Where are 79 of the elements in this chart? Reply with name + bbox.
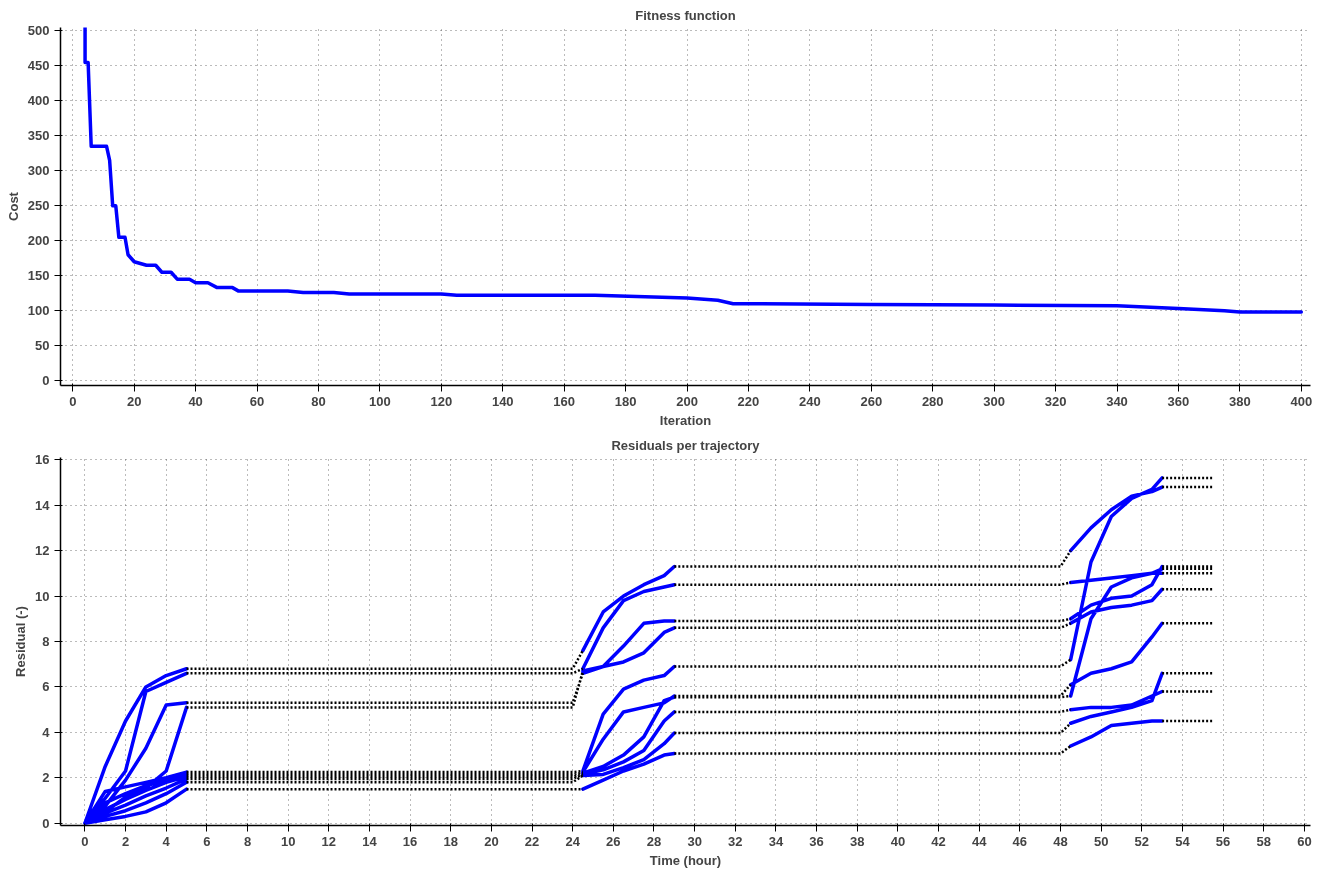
x-tick-label: 100 [369, 393, 391, 409]
x-tick-label: 40 [188, 393, 203, 409]
y-tick-label: 4 [42, 724, 51, 740]
x-tick-label: 10 [280, 833, 296, 849]
x-tick-label: 58 [1256, 833, 1271, 849]
x-tick-label: 0 [69, 393, 77, 409]
y-tick-label: 16 [35, 452, 50, 468]
x-tick-label: 14 [362, 833, 378, 849]
y-tick-label: 450 [27, 58, 50, 74]
x-tick-label: 8 [243, 833, 252, 849]
x-tick-label: 380 [1229, 393, 1251, 409]
y-tick-label: 400 [27, 93, 50, 109]
x-tick-label: 220 [737, 393, 760, 409]
x-tick-label: 240 [799, 393, 821, 409]
x-tick-label: 34 [768, 833, 784, 849]
chart-title: Residuals per trajectory [611, 437, 761, 453]
y-tick-label: 0 [42, 373, 50, 389]
x-tick-label: 200 [676, 393, 698, 409]
x-tick-label: 120 [430, 393, 453, 409]
x-tick-label: 12 [321, 833, 337, 849]
y-tick-label: 150 [27, 268, 50, 284]
x-tick-label: 54 [1175, 833, 1191, 849]
x-axis-title: Iteration [659, 412, 712, 428]
y-tick-label: 200 [27, 233, 50, 249]
x-axis-title: Time (hour) [649, 852, 722, 868]
y-tick-label: 14 [35, 497, 51, 513]
x-tick-label: 16 [402, 833, 418, 849]
y-tick-label: 6 [42, 679, 50, 695]
y-tick-label: 500 [27, 23, 50, 39]
x-tick-label: 40 [890, 833, 906, 849]
x-tick-label: 2 [121, 833, 130, 849]
x-tick-label: 56 [1215, 833, 1231, 849]
x-tick-label: 20 [126, 393, 142, 409]
x-tick-label: 28 [646, 833, 662, 849]
y-axis-title: Residual (-) [13, 606, 29, 677]
y-tick-label: 250 [27, 198, 50, 214]
x-tick-label: 6 [203, 833, 211, 849]
x-tick-label: 280 [921, 393, 944, 409]
x-tick-label: 340 [1106, 393, 1128, 409]
x-tick-label: 46 [1012, 833, 1028, 849]
y-tick-label: 0 [42, 815, 50, 831]
x-tick-label: 320 [1044, 393, 1067, 409]
x-tick-label: 80 [311, 393, 326, 409]
x-tick-label: 30 [687, 833, 702, 849]
y-tick-label: 50 [35, 338, 50, 354]
x-tick-label: 140 [491, 393, 514, 409]
x-tick-label: 160 [553, 393, 576, 409]
y-tick-label: 100 [27, 303, 50, 319]
x-tick-label: 44 [971, 833, 988, 849]
y-tick-label: 10 [35, 588, 50, 604]
chart-title: Fitness function [635, 7, 736, 23]
x-tick-label: 60 [1297, 833, 1312, 849]
y-tick-label: 2 [42, 770, 50, 786]
x-tick-label: 20 [484, 833, 499, 849]
x-tick-label: 36 [809, 833, 824, 849]
x-tick-label: 300 [983, 393, 1006, 409]
y-tick-label: 12 [35, 543, 50, 559]
x-tick-label: 400 [1290, 393, 1313, 409]
line-series [83, 27, 1304, 314]
x-tick-label: 26 [606, 833, 621, 849]
x-tick-label: 4 [162, 833, 171, 849]
x-tick-label: 260 [860, 393, 883, 409]
x-tick-label: 18 [443, 833, 458, 849]
x-tick-label: 24 [565, 833, 581, 849]
x-tick-label: 360 [1167, 393, 1190, 409]
x-tick-label: 48 [1053, 833, 1068, 849]
y-tick-label: 350 [27, 128, 50, 144]
y-tick-label: 8 [42, 634, 50, 649]
x-tick-label: 52 [1134, 833, 1150, 849]
x-tick-label: 50 [1093, 833, 1109, 849]
x-tick-label: 32 [728, 833, 743, 849]
x-tick-label: 180 [614, 393, 637, 409]
x-tick-label: 22 [524, 833, 540, 849]
y-axis-title: Cost [5, 191, 21, 221]
x-tick-label: 42 [931, 833, 946, 849]
x-tick-label: 38 [850, 833, 865, 849]
x-tick-label: 0 [81, 833, 89, 849]
y-tick-label: 300 [27, 163, 50, 179]
x-tick-label: 60 [249, 393, 265, 409]
